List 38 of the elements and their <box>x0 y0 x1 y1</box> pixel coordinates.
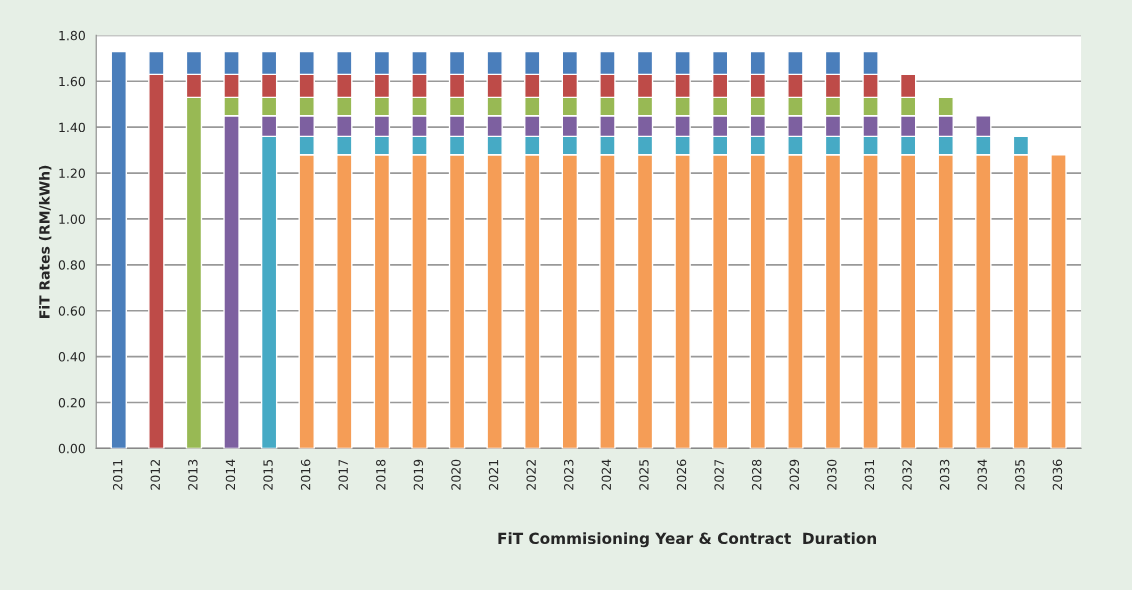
x-tick-label: 2015 <box>263 459 273 490</box>
y-tick-label: 1.40 <box>59 122 85 133</box>
y-tick-label: 0.60 <box>58 306 85 316</box>
y-tick-label: 1.20 <box>59 168 85 178</box>
x-tick-label: 2033 <box>939 459 950 490</box>
x-tick-label: 2019 <box>413 459 424 490</box>
x-tick-label: 2027 <box>714 459 724 490</box>
y-tick-label: 0.00 <box>58 443 85 454</box>
y-tick-label: 0.20 <box>58 397 85 408</box>
x-tick-label: 2036 <box>1052 459 1063 490</box>
x-tick-label: 2030 <box>827 459 837 490</box>
y-tick-label: 1.00 <box>59 214 85 224</box>
y-tick-label: 1.60 <box>59 76 85 87</box>
x-tick-label: 2024 <box>601 459 612 490</box>
x-tick-label: 2034 <box>977 459 987 490</box>
x-tick-label: 2028 <box>751 459 762 490</box>
x-tick-label: 2031 <box>864 459 875 490</box>
x-tick-label: 2017 <box>338 459 348 490</box>
x-tick-label: 2014 <box>225 459 236 490</box>
x-tick-label: 2022 <box>526 460 536 490</box>
x-tick-label: 2018 <box>376 459 386 490</box>
x-tick-label: 2016 <box>300 459 311 490</box>
y-tick-label: 0.40 <box>58 352 85 362</box>
x-tick-label: 2023 <box>564 459 574 490</box>
x-tick-label: 2029 <box>789 459 800 490</box>
x-tick-label: 2035 <box>1015 459 1025 490</box>
y-tick-label: 1.80 <box>59 30 85 41</box>
x-axis-title: FiT Commisioning Year & Contract Duration <box>498 532 876 548</box>
y-axis-title: FiT Rates (RM/kWh) <box>38 165 52 318</box>
x-tick-label: 2013 <box>188 459 198 490</box>
x-tick-label: 2021 <box>488 459 499 490</box>
x-tick-label: 2025 <box>639 459 649 490</box>
x-tick-label: 2012 <box>150 460 160 490</box>
x-tick-label: 2011 <box>112 459 123 490</box>
x-tick-label: 2032 <box>902 460 912 490</box>
y-tick-label: 0.80 <box>58 260 85 270</box>
x-tick-label: 2020 <box>451 459 461 490</box>
x-tick-label: 2026 <box>676 459 687 490</box>
